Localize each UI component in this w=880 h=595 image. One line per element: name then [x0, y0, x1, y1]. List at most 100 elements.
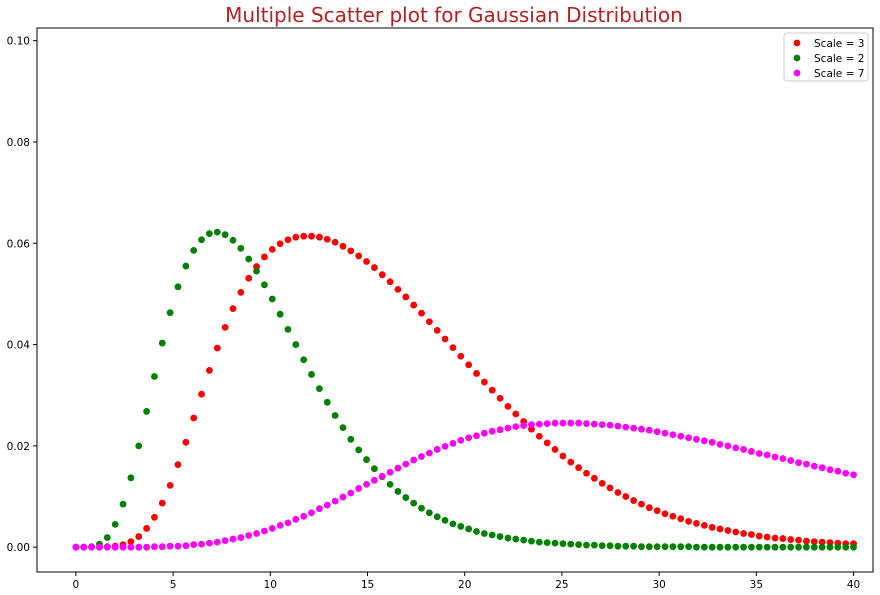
data-point	[622, 493, 630, 500]
data-point	[370, 465, 378, 473]
data-point	[323, 235, 331, 243]
data-point	[661, 543, 669, 551]
data-point	[598, 542, 606, 550]
data-point	[630, 497, 638, 504]
data-point	[763, 533, 771, 541]
data-point	[803, 537, 810, 545]
data-point	[661, 429, 669, 437]
data-point	[700, 437, 708, 445]
data-point	[488, 427, 496, 435]
data-point	[685, 543, 692, 551]
data-point	[135, 442, 143, 450]
data-point	[190, 246, 198, 254]
data-point	[206, 367, 213, 374]
data-point	[763, 543, 771, 551]
data-point	[520, 536, 528, 544]
data-point	[151, 373, 158, 380]
data-point	[135, 533, 143, 540]
data-point	[606, 484, 614, 492]
x-axis: 0 5 10 15 20 25 30 35 40	[73, 572, 860, 591]
data-point	[488, 531, 496, 539]
data-point	[190, 414, 198, 422]
data-point	[614, 489, 622, 496]
data-point	[787, 457, 795, 464]
x-tick-label: 20	[458, 579, 471, 591]
legend-entry: Scale = 2	[793, 53, 864, 65]
y-tick-label: 0.10	[7, 36, 30, 48]
data-point	[213, 228, 221, 236]
legend-label: Scale = 7	[814, 68, 864, 80]
data-point	[598, 479, 606, 487]
y-axis: 0.00 0.02 0.04 0.06 0.08 0.10	[7, 36, 37, 554]
y-tick-label: 0.06	[7, 238, 31, 250]
data-point	[316, 385, 323, 393]
data-point	[174, 461, 182, 469]
data-point	[496, 426, 504, 434]
data-point	[410, 301, 418, 309]
data-point	[779, 535, 787, 542]
legend-label: Scale = 3	[814, 38, 864, 50]
data-point	[331, 412, 339, 419]
data-point	[284, 236, 292, 244]
data-point	[826, 466, 834, 474]
data-point	[323, 398, 331, 406]
data-point	[268, 245, 276, 253]
data-point	[339, 424, 347, 432]
data-point	[551, 446, 559, 453]
data-point	[268, 295, 276, 303]
data-point	[724, 543, 732, 551]
data-point	[732, 444, 740, 452]
data-point	[810, 538, 818, 546]
data-point	[755, 532, 763, 540]
x-tick-label: 10	[264, 579, 277, 591]
data-point	[606, 542, 614, 550]
data-point	[630, 424, 638, 432]
data-point	[441, 516, 449, 524]
data-point	[253, 530, 260, 537]
data-point	[355, 252, 363, 260]
data-point	[198, 540, 205, 548]
data-point	[638, 425, 645, 433]
data-point	[386, 278, 394, 286]
data-point	[229, 236, 237, 244]
data-point	[410, 456, 418, 464]
data-point	[363, 480, 370, 488]
y-tick-label: 0.04	[7, 340, 31, 352]
data-point	[504, 534, 512, 542]
data-point	[425, 509, 433, 517]
data-point	[504, 402, 512, 410]
data-point	[677, 515, 685, 523]
data-point	[583, 469, 590, 477]
data-point	[449, 344, 457, 352]
data-point	[386, 468, 394, 476]
data-point	[394, 464, 402, 472]
data-point	[645, 426, 653, 434]
legend: Scale = 3 Scale = 2 Scale = 7	[783, 32, 869, 82]
data-point	[583, 541, 590, 549]
data-point	[135, 543, 143, 551]
data-point	[716, 440, 724, 448]
data-point	[245, 274, 253, 282]
data-point	[418, 309, 425, 317]
data-point	[708, 543, 716, 551]
data-point	[221, 323, 229, 331]
data-point	[842, 469, 850, 477]
data-point	[331, 238, 339, 246]
data-point	[693, 543, 700, 551]
data-point	[716, 525, 724, 533]
data-point	[394, 488, 402, 495]
data-point	[850, 471, 857, 479]
data-point	[190, 541, 198, 549]
data-point	[700, 522, 708, 529]
data-point	[590, 420, 598, 428]
y-tick-label: 0.02	[7, 441, 30, 453]
data-point	[143, 525, 150, 532]
data-point	[645, 504, 653, 512]
data-point	[826, 543, 834, 551]
data-point	[347, 435, 355, 443]
legend-marker	[793, 54, 801, 62]
data-point	[740, 530, 747, 537]
data-point	[512, 410, 520, 418]
data-point	[418, 453, 425, 460]
data-point	[614, 542, 622, 550]
